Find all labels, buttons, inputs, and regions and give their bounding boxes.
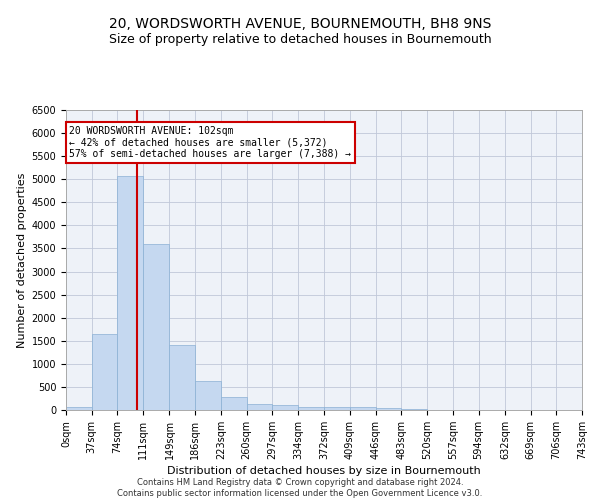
Bar <box>272 406 298 410</box>
X-axis label: Distribution of detached houses by size in Bournemouth: Distribution of detached houses by size … <box>167 466 481 476</box>
Bar <box>169 346 195 410</box>
Bar <box>221 396 247 410</box>
Text: Size of property relative to detached houses in Bournemouth: Size of property relative to detached ho… <box>109 32 491 46</box>
Bar <box>143 244 169 410</box>
Bar <box>247 404 272 410</box>
Bar <box>325 408 350 410</box>
Bar <box>401 409 427 410</box>
Bar <box>376 408 401 410</box>
Text: 20 WORDSWORTH AVENUE: 102sqm
← 42% of detached houses are smaller (5,372)
57% of: 20 WORDSWORTH AVENUE: 102sqm ← 42% of de… <box>70 126 352 160</box>
Text: Contains HM Land Registry data © Crown copyright and database right 2024.
Contai: Contains HM Land Registry data © Crown c… <box>118 478 482 498</box>
Y-axis label: Number of detached properties: Number of detached properties <box>17 172 28 348</box>
Bar <box>298 407 325 410</box>
Bar <box>92 334 118 410</box>
Bar <box>350 408 376 410</box>
Bar <box>66 407 92 410</box>
Bar <box>195 382 221 410</box>
Bar <box>118 176 143 410</box>
Text: 20, WORDSWORTH AVENUE, BOURNEMOUTH, BH8 9NS: 20, WORDSWORTH AVENUE, BOURNEMOUTH, BH8 … <box>109 18 491 32</box>
